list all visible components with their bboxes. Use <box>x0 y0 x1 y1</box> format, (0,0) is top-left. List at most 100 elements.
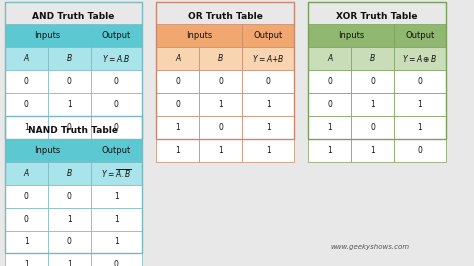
Text: XOR Truth Table: XOR Truth Table <box>336 11 418 20</box>
Text: Output: Output <box>102 146 131 155</box>
Bar <box>5 231 48 253</box>
Bar <box>394 47 446 70</box>
Text: 0: 0 <box>24 100 28 109</box>
Text: 1: 1 <box>24 238 28 247</box>
Text: 0: 0 <box>370 77 375 86</box>
Text: OR Truth Table: OR Truth Table <box>188 11 263 20</box>
Bar <box>242 116 294 139</box>
Text: A: A <box>24 169 29 178</box>
Bar <box>200 93 242 116</box>
Bar <box>5 139 91 162</box>
Text: Output: Output <box>102 31 131 40</box>
Text: Output: Output <box>405 31 434 40</box>
Bar <box>5 24 91 47</box>
Text: Inputs: Inputs <box>35 146 61 155</box>
Text: B: B <box>66 169 72 178</box>
Bar <box>48 70 91 93</box>
Text: 1: 1 <box>219 146 223 155</box>
Bar <box>308 116 351 139</box>
Bar <box>351 139 394 162</box>
Text: AND Truth Table: AND Truth Table <box>32 11 115 20</box>
Text: 1: 1 <box>418 100 422 109</box>
Text: 1: 1 <box>327 146 332 155</box>
Bar <box>308 47 351 70</box>
Text: 1: 1 <box>266 146 271 155</box>
Text: B: B <box>218 54 223 63</box>
Bar <box>5 47 48 70</box>
Text: 1: 1 <box>114 192 119 201</box>
Bar <box>91 185 142 207</box>
Text: $Y = $A.B: $Y = $A.B <box>102 53 131 64</box>
Text: $Y = A \oplus B$: $Y = A \oplus B$ <box>402 53 438 64</box>
Bar <box>48 185 91 207</box>
Text: 0: 0 <box>370 123 375 132</box>
Bar <box>91 24 142 47</box>
Bar <box>394 116 446 139</box>
Bar <box>5 116 48 139</box>
Text: Output: Output <box>254 31 283 40</box>
Bar <box>48 116 91 139</box>
Text: A: A <box>327 54 332 63</box>
Bar <box>91 231 142 253</box>
Text: 0: 0 <box>265 77 271 86</box>
Bar <box>5 93 48 116</box>
Text: 0: 0 <box>327 100 332 109</box>
Bar <box>156 70 200 93</box>
Text: 1: 1 <box>67 260 72 266</box>
Bar <box>91 47 142 70</box>
Text: 1: 1 <box>219 100 223 109</box>
Bar <box>48 139 91 162</box>
Text: 1: 1 <box>67 215 72 223</box>
Bar <box>91 139 142 162</box>
Bar <box>48 253 91 266</box>
Text: 0: 0 <box>114 123 119 132</box>
Text: 1: 1 <box>24 260 28 266</box>
Bar <box>156 139 200 162</box>
Text: 0: 0 <box>219 77 223 86</box>
Bar <box>91 207 142 231</box>
Bar <box>5 70 48 93</box>
Bar <box>242 93 294 116</box>
Text: Inputs: Inputs <box>186 31 212 40</box>
Bar <box>394 70 446 93</box>
Text: 1: 1 <box>266 123 271 132</box>
Bar <box>308 139 351 162</box>
Bar <box>91 116 142 139</box>
Bar <box>91 93 142 116</box>
Bar <box>48 162 91 185</box>
Bar <box>200 139 242 162</box>
Text: B: B <box>370 54 375 63</box>
Bar <box>5 162 48 185</box>
Text: B: B <box>66 54 72 63</box>
Text: 1: 1 <box>418 123 422 132</box>
Text: 0: 0 <box>114 77 119 86</box>
Bar <box>308 93 351 116</box>
Text: 1: 1 <box>114 215 119 223</box>
Text: $Y = \overline{A.B}$: $Y = \overline{A.B}$ <box>101 167 132 180</box>
Bar <box>351 70 394 93</box>
Bar <box>242 47 294 70</box>
Bar <box>48 47 91 70</box>
Text: 1: 1 <box>370 100 375 109</box>
Bar <box>48 93 91 116</box>
Bar <box>394 93 446 116</box>
Text: 0: 0 <box>219 123 223 132</box>
Text: 0: 0 <box>417 146 422 155</box>
Text: 1: 1 <box>67 100 72 109</box>
Text: Inputs: Inputs <box>338 31 364 40</box>
Bar <box>5 185 48 207</box>
Bar <box>5 139 48 162</box>
Bar <box>351 47 394 70</box>
Text: 1: 1 <box>114 146 119 155</box>
Bar <box>5 253 48 266</box>
Bar <box>308 24 394 47</box>
Text: 0: 0 <box>114 100 119 109</box>
Bar <box>91 253 142 266</box>
Bar <box>48 207 91 231</box>
Text: 1: 1 <box>24 146 28 155</box>
Text: 0: 0 <box>67 77 72 86</box>
Text: 0: 0 <box>67 238 72 247</box>
Text: $Y = $A+B: $Y = $A+B <box>252 53 284 64</box>
Bar <box>351 93 394 116</box>
Bar <box>91 162 142 185</box>
